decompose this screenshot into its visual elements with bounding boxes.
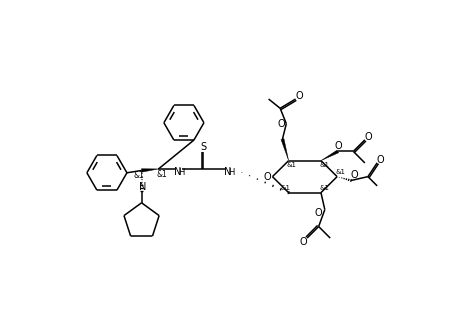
Text: O: O [263,171,271,182]
Text: N: N [174,167,181,177]
Text: O: O [334,141,342,151]
Text: S: S [200,142,206,152]
Text: &1: &1 [287,162,297,168]
Text: &1: &1 [133,171,144,180]
Text: &1: &1 [281,185,290,191]
Text: O: O [315,208,322,218]
Text: N: N [139,182,147,192]
Polygon shape [142,169,158,172]
Text: &1: &1 [319,162,329,168]
Text: O: O [277,119,285,129]
Text: O: O [376,155,384,165]
Text: O: O [295,91,303,101]
Polygon shape [281,139,289,161]
Text: O: O [350,170,358,180]
Text: &1: &1 [335,169,345,175]
Text: H: H [179,167,185,177]
Text: &1: &1 [319,185,329,191]
Text: H: H [229,167,235,177]
Polygon shape [321,150,338,161]
Text: O: O [300,237,307,247]
Text: O: O [364,132,372,142]
Text: N: N [224,167,231,177]
Text: &1: &1 [156,170,167,179]
